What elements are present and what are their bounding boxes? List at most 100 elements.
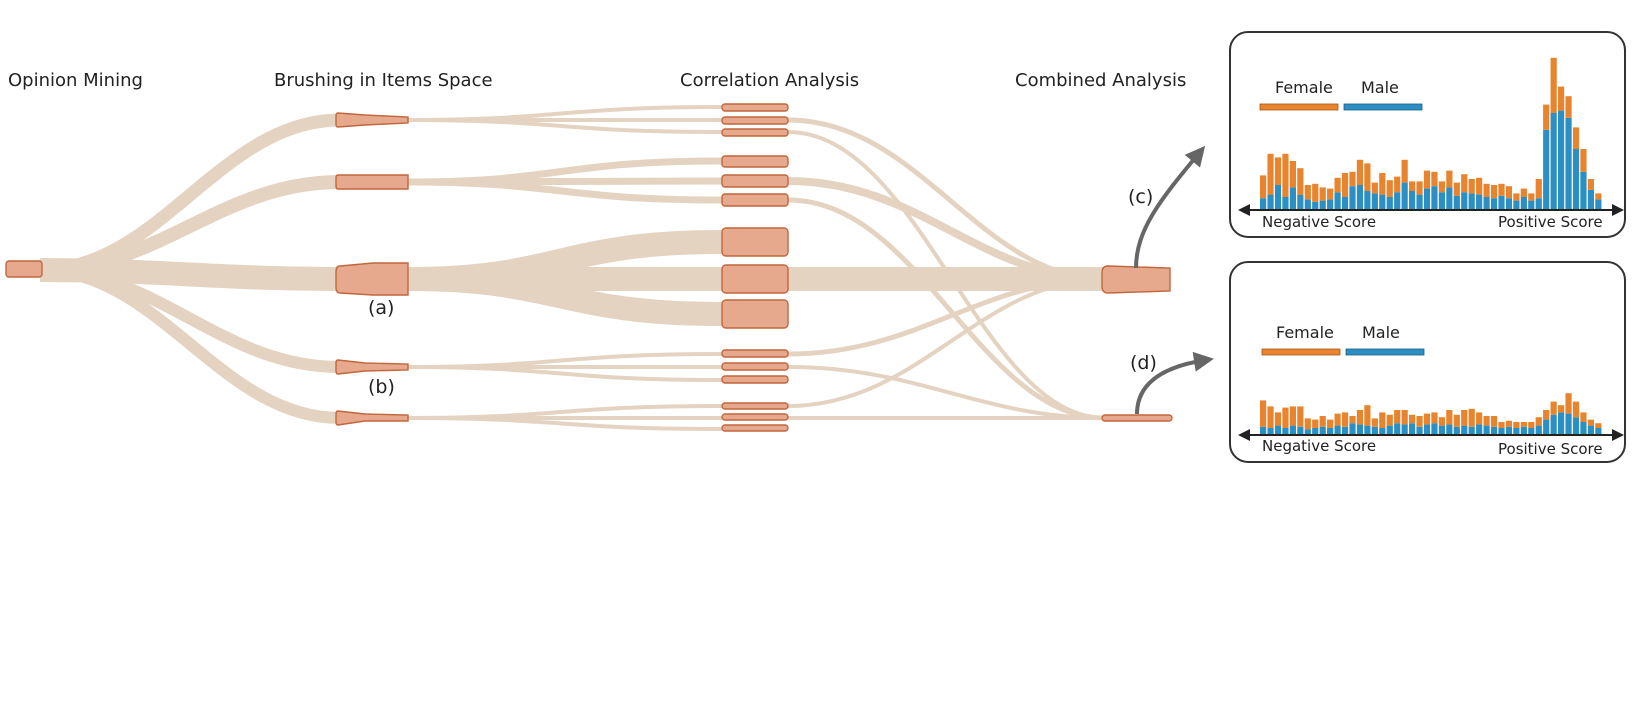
bar-female	[1349, 171, 1356, 187]
bar-male	[1267, 194, 1274, 209]
bar-male	[1327, 428, 1334, 434]
bar-male	[1416, 194, 1423, 209]
node-combined-c	[1101, 265, 1171, 294]
bar-female	[1356, 159, 1364, 185]
panel-d: Female Male Negative Score Positive Scor…	[1229, 261, 1626, 463]
bar-male	[1364, 425, 1371, 434]
bar-female	[1379, 173, 1386, 195]
bar-male	[1401, 182, 1408, 209]
uncertainty-flow-figure: Opinion Mining Brushing in Items Space C…	[5, 31, 1626, 463]
bar-female	[1423, 413, 1431, 425]
bar-male	[1341, 197, 1349, 209]
bar-female	[1476, 412, 1483, 425]
bar-female	[1416, 416, 1423, 427]
bar-female	[1498, 422, 1505, 428]
bar-female	[1416, 181, 1423, 195]
bar-male	[1595, 428, 1602, 434]
panel-c-legend-female-swatch	[1259, 103, 1339, 111]
bar-male	[1513, 428, 1520, 434]
node-corr-5	[721, 174, 789, 188]
bar-female	[1468, 408, 1475, 427]
bar-male	[1535, 198, 1542, 209]
bar-male	[1543, 419, 1550, 434]
bar-male	[1446, 424, 1453, 434]
bar-female	[1260, 175, 1267, 199]
panel-c: Female Male Negative Score Positive Scor…	[1229, 31, 1626, 238]
bar-female	[1543, 104, 1550, 130]
bar-male	[1550, 414, 1557, 434]
bar-female	[1409, 414, 1416, 424]
bar-male	[1267, 428, 1274, 434]
bar-male	[1416, 426, 1423, 434]
bar-male	[1520, 426, 1527, 434]
bar-male	[1490, 426, 1498, 434]
bar-male	[1438, 425, 1445, 434]
bar-female	[1595, 193, 1602, 200]
node-corr-9	[721, 299, 789, 329]
bar-male	[1349, 423, 1356, 434]
bar-female	[1543, 410, 1550, 420]
bar-male	[1587, 189, 1594, 209]
bar-male	[1587, 425, 1594, 434]
node-corr-1	[721, 103, 789, 112]
panel-d-bars	[1260, 393, 1602, 434]
bar-male	[1423, 424, 1431, 434]
bar-male	[1274, 425, 1282, 434]
bar-female	[1282, 407, 1289, 428]
bar-female	[1409, 181, 1416, 191]
bar-male	[1394, 192, 1401, 209]
bar-female	[1565, 393, 1572, 414]
bar-female	[1274, 157, 1282, 185]
bar-female	[1490, 416, 1498, 427]
bar-female	[1565, 96, 1572, 118]
bar-male	[1476, 424, 1483, 434]
bar-male	[1394, 423, 1401, 434]
bar-male	[1401, 424, 1408, 434]
bar-female	[1513, 193, 1520, 201]
bar-female	[1356, 410, 1364, 425]
bar-female	[1453, 414, 1460, 427]
bar-male	[1498, 428, 1505, 434]
node-corr-3	[721, 128, 789, 137]
flow-nodes	[5, 103, 1173, 432]
bar-male	[1356, 185, 1364, 209]
bar-male	[1289, 187, 1296, 209]
panel-d-negative-score-label: Negative Score	[1262, 437, 1376, 455]
node-corr-10	[721, 349, 789, 358]
bar-male	[1528, 200, 1535, 209]
panel-c-negative-score-label: Negative Score	[1262, 213, 1376, 231]
bar-male	[1438, 192, 1445, 209]
bar-female	[1364, 405, 1371, 426]
bar-female	[1267, 153, 1274, 195]
bar-female	[1476, 177, 1483, 195]
bar-male	[1572, 417, 1580, 434]
bar-male	[1282, 428, 1289, 434]
panel-c-axis-right-arrow	[1612, 204, 1624, 216]
bar-male	[1483, 425, 1490, 434]
bar-female	[1505, 420, 1513, 427]
bar-female	[1327, 419, 1334, 428]
bar-male	[1558, 110, 1565, 209]
bar-female	[1572, 127, 1580, 149]
bar-male	[1297, 194, 1304, 209]
bar-female	[1431, 412, 1438, 424]
bar-female	[1461, 174, 1468, 193]
node-corr-13	[721, 402, 789, 410]
bar-female	[1438, 181, 1445, 193]
panel-d-legend-male-swatch	[1345, 348, 1425, 356]
bar-female	[1289, 161, 1296, 188]
bar-female	[1505, 186, 1513, 199]
node-brushing-2	[335, 174, 409, 190]
bar-male	[1505, 426, 1513, 434]
bar-female	[1490, 185, 1498, 199]
bar-male	[1386, 425, 1393, 434]
bar-female	[1334, 413, 1341, 426]
bar-male	[1550, 113, 1557, 209]
bar-female	[1319, 187, 1326, 201]
bar-male	[1319, 200, 1326, 209]
arrow-to-panel-d	[1135, 351, 1214, 415]
bar-female	[1304, 418, 1311, 430]
bar-female	[1319, 416, 1326, 427]
annotation-d: (d)	[1130, 352, 1157, 374]
bar-male	[1468, 426, 1475, 434]
